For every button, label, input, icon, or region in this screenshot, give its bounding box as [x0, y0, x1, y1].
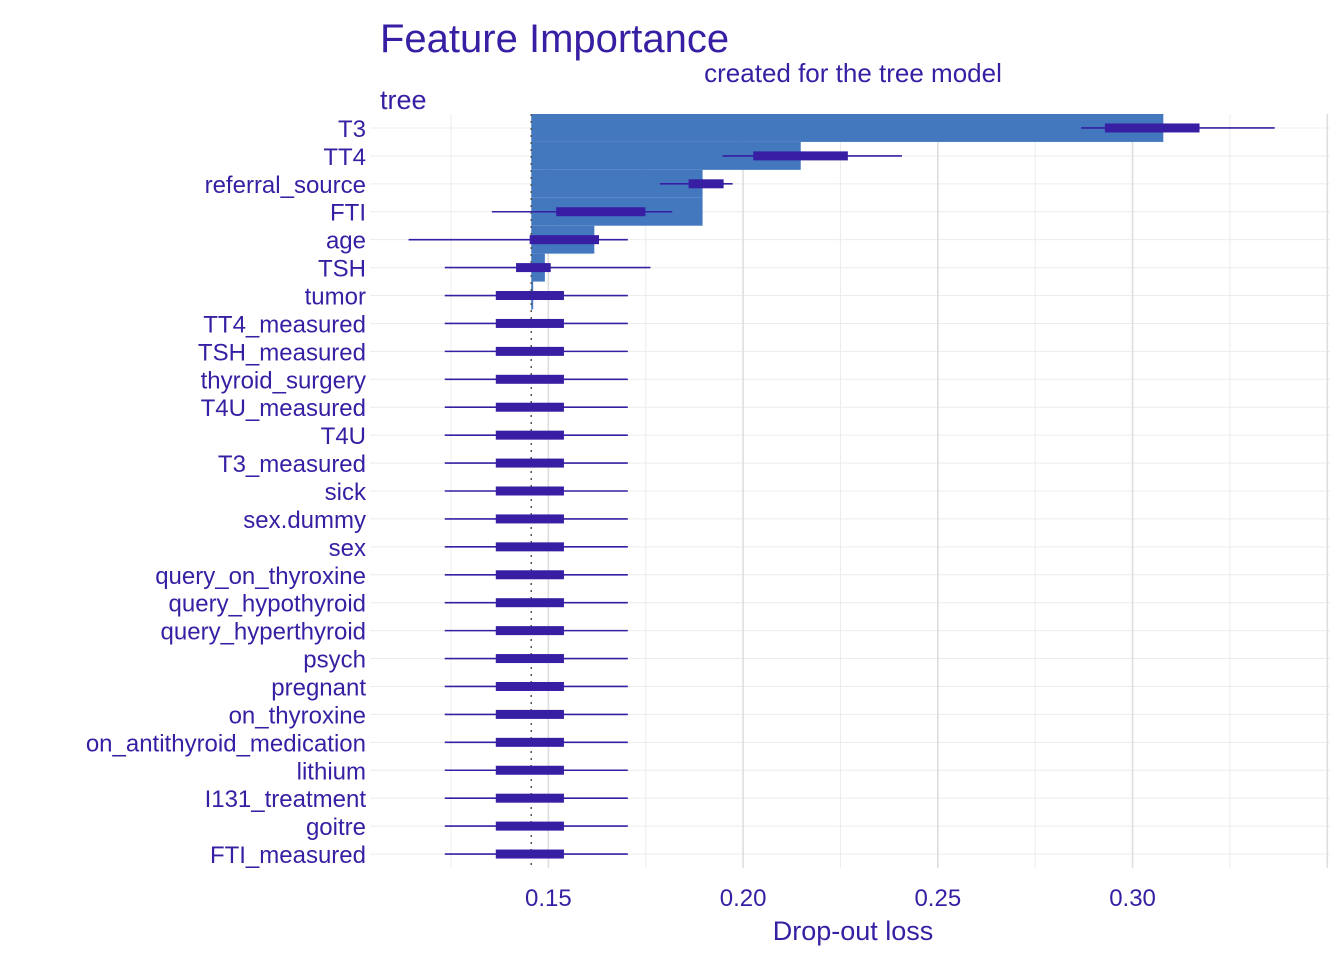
feature-label: T4U	[321, 423, 366, 450]
feature-label: on_thyroxine	[229, 702, 366, 729]
x-tick-label-layer: 0.15 0.20 0.25 0.30	[525, 885, 1156, 912]
boxplot-box	[516, 263, 551, 273]
boxplot-box	[495, 318, 564, 328]
feature-label: TSH	[318, 256, 366, 283]
boxplot-box	[556, 207, 646, 217]
feature-label-layer: T3TT4referral_sourceFTIageTSHtumorTT4_me…	[86, 116, 367, 869]
boxplot-box	[495, 402, 564, 412]
boxplot-box	[495, 765, 564, 775]
boxplot-box	[495, 654, 564, 664]
boxplot-box	[495, 626, 564, 636]
x-tick-label: 0.25	[914, 885, 961, 912]
x-tick-label: 0.20	[720, 885, 767, 912]
panel-label: tree	[380, 85, 427, 115]
boxplot-box	[495, 374, 564, 384]
feature-label: age	[326, 228, 366, 255]
boxplot-box	[495, 709, 564, 719]
feature-label: T3	[338, 116, 366, 143]
boxplot-box	[495, 430, 564, 440]
boxplot-box	[495, 486, 564, 496]
importance-bar	[531, 114, 1164, 142]
boxplot-box	[753, 151, 848, 161]
boxplot-box	[495, 542, 564, 552]
feature-label: T4U_measured	[201, 395, 366, 422]
feature-label: tumor	[305, 284, 366, 311]
chart-subtitle: created for the tree model	[704, 58, 1002, 88]
feature-label: FTI_measured	[210, 842, 366, 869]
feature-label: goitre	[306, 814, 366, 841]
feature-label: query_hyperthyroid	[161, 619, 366, 646]
boxplot-box	[529, 235, 599, 245]
feature-label: pregnant	[271, 674, 366, 701]
boxplot-box	[495, 821, 564, 831]
feature-label: TT4	[323, 144, 366, 171]
x-tick-label: 0.15	[525, 885, 572, 912]
feature-label: TSH_measured	[198, 339, 366, 366]
feature-label: query_hypothyroid	[169, 591, 366, 618]
feature-label: sex	[329, 535, 366, 562]
chart-title: Feature Importance	[380, 17, 729, 61]
boxplot-box	[1104, 123, 1200, 133]
feature-label: psych	[303, 647, 366, 674]
x-axis-label: Drop-out loss	[773, 916, 934, 946]
boxplot-layer	[408, 123, 1275, 859]
x-tick-label: 0.30	[1109, 885, 1156, 912]
feature-label: query_on_thyroxine	[155, 563, 366, 590]
boxplot-box	[495, 514, 564, 524]
boxplot-box	[495, 793, 564, 803]
boxplot-box	[495, 291, 564, 301]
boxplot-box	[688, 179, 724, 189]
boxplot-box	[495, 346, 564, 356]
feature-label: I131_treatment	[205, 786, 367, 813]
boxplot-box	[495, 737, 564, 747]
boxplot-box	[495, 598, 564, 608]
feature-label: FTI	[330, 200, 366, 227]
boxplot-box	[495, 458, 564, 468]
feature-label: T3_measured	[218, 451, 366, 478]
feature-label: sex.dummy	[243, 507, 366, 534]
feature-label: on_antithyroid_medication	[86, 730, 366, 757]
feature-label: TT4_measured	[203, 311, 366, 338]
feature-label: thyroid_surgery	[201, 367, 366, 394]
feature-label: sick	[325, 479, 367, 506]
feature-label: referral_source	[205, 172, 366, 199]
feature-label: lithium	[297, 758, 366, 785]
boxplot-box	[495, 570, 564, 580]
boxplot-box	[495, 849, 564, 859]
boxplot-box	[495, 681, 564, 691]
